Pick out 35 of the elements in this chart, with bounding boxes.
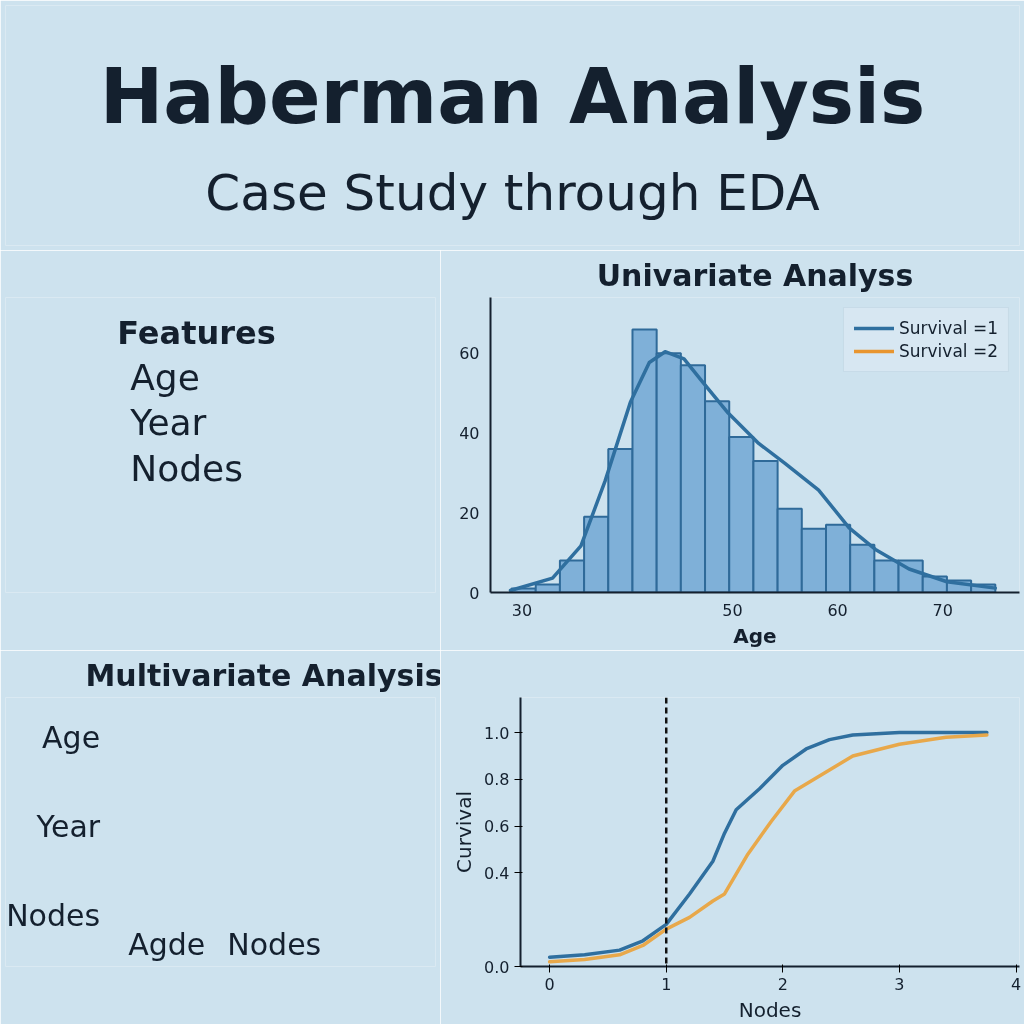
x-tick-label: 70 bbox=[932, 600, 953, 620]
text: Case Study through EDA bbox=[205, 163, 820, 222]
text: Agde bbox=[128, 927, 206, 963]
text: Features bbox=[117, 313, 276, 352]
y-tick-label: 60 bbox=[459, 344, 480, 364]
text: Year bbox=[129, 402, 207, 444]
x-tick-label: 2 bbox=[777, 974, 788, 994]
legend-label: Survival =2 bbox=[898, 341, 998, 361]
text: Year bbox=[35, 809, 101, 845]
y-tick-label: 1.0 bbox=[484, 723, 510, 743]
y-tick-label: 20 bbox=[459, 503, 480, 523]
y-tick-label: 0.4 bbox=[484, 863, 510, 883]
x-tick-label: 0 bbox=[544, 974, 555, 994]
legend-label: Survival =1 bbox=[898, 318, 998, 338]
x-tick-label: 1 bbox=[661, 974, 672, 994]
y-tick-label: 40 bbox=[459, 424, 480, 444]
text: Nodes bbox=[227, 927, 322, 963]
text: Nodes bbox=[6, 897, 101, 933]
x-axis-title: Age bbox=[733, 623, 777, 648]
x-tick-label: 3 bbox=[894, 974, 905, 994]
text: Age bbox=[130, 356, 200, 398]
chart-title: Univariate Analyss bbox=[596, 257, 914, 293]
y-tick-label: 0.8 bbox=[484, 770, 510, 790]
text: Age bbox=[42, 720, 101, 756]
x-tick-label: 60 bbox=[827, 600, 848, 620]
y-tick-label: 0 bbox=[469, 583, 480, 603]
x-tick-label: 30 bbox=[511, 600, 533, 620]
x-axis-title: Nodes bbox=[738, 997, 802, 1022]
x-tick-label: 4 bbox=[1010, 974, 1022, 994]
text: Haberman Analysis bbox=[99, 52, 926, 142]
text: Nodes bbox=[130, 448, 243, 490]
y-axis-title: Curvival bbox=[452, 791, 477, 873]
y-tick-label: 0.6 bbox=[484, 817, 510, 837]
y-tick-label: 0.0 bbox=[484, 957, 510, 977]
x-tick-label: 50 bbox=[722, 600, 743, 620]
